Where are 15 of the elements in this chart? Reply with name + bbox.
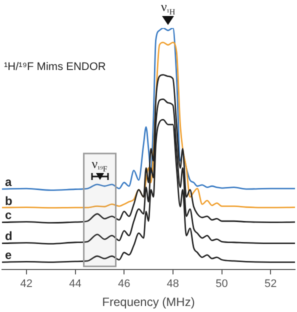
x-tick-label: 48 (166, 278, 180, 290)
series-label: a (5, 175, 12, 189)
series-label: b (5, 194, 12, 208)
annotation: ν$_{¹H}$ (161, 0, 176, 17)
annotation: ¹H/¹⁹F Mims ENDOR (4, 61, 106, 73)
x-tick-label: 46 (118, 278, 130, 290)
x-tick-label: 50 (216, 278, 228, 290)
x-tick-label: 42 (20, 278, 33, 290)
x-axis-title: Frequency (MHz) (102, 295, 195, 310)
band-label: ν$_{¹⁹F}$ (92, 156, 108, 174)
x-tick-label: 52 (264, 278, 277, 290)
x-tick-label: 44 (69, 278, 82, 290)
series-label: d (5, 229, 12, 244)
series-label: c (5, 208, 12, 222)
series-label: e (5, 248, 12, 262)
